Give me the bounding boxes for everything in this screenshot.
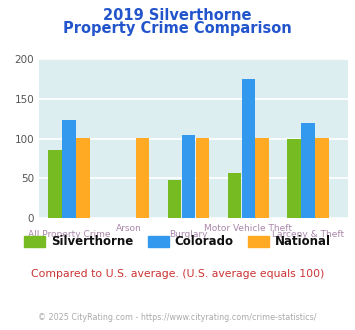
Bar [182, 135, 195, 218]
Bar [228, 173, 241, 218]
Text: Larceny & Theft: Larceny & Theft [272, 230, 344, 240]
Bar [241, 79, 255, 218]
Text: Arson: Arson [116, 224, 142, 233]
Legend: Silverthorne, Colorado, National: Silverthorne, Colorado, National [19, 231, 336, 253]
Bar [315, 138, 329, 218]
Text: All Property Crime: All Property Crime [28, 230, 110, 240]
Bar [136, 138, 149, 218]
Bar [196, 138, 209, 218]
Bar [62, 120, 76, 218]
Bar [76, 138, 89, 218]
Text: Property Crime Comparison: Property Crime Comparison [63, 21, 292, 36]
Bar [48, 150, 62, 218]
Bar [256, 138, 269, 218]
Text: Compared to U.S. average. (U.S. average equals 100): Compared to U.S. average. (U.S. average … [31, 269, 324, 279]
Text: Burglary: Burglary [169, 230, 208, 240]
Bar [301, 123, 315, 218]
Text: © 2025 CityRating.com - https://www.cityrating.com/crime-statistics/: © 2025 CityRating.com - https://www.city… [38, 314, 317, 322]
Text: 2019 Silverthorne: 2019 Silverthorne [103, 8, 252, 23]
Text: Motor Vehicle Theft: Motor Vehicle Theft [204, 224, 292, 233]
Bar [168, 180, 181, 218]
Bar [288, 139, 301, 218]
